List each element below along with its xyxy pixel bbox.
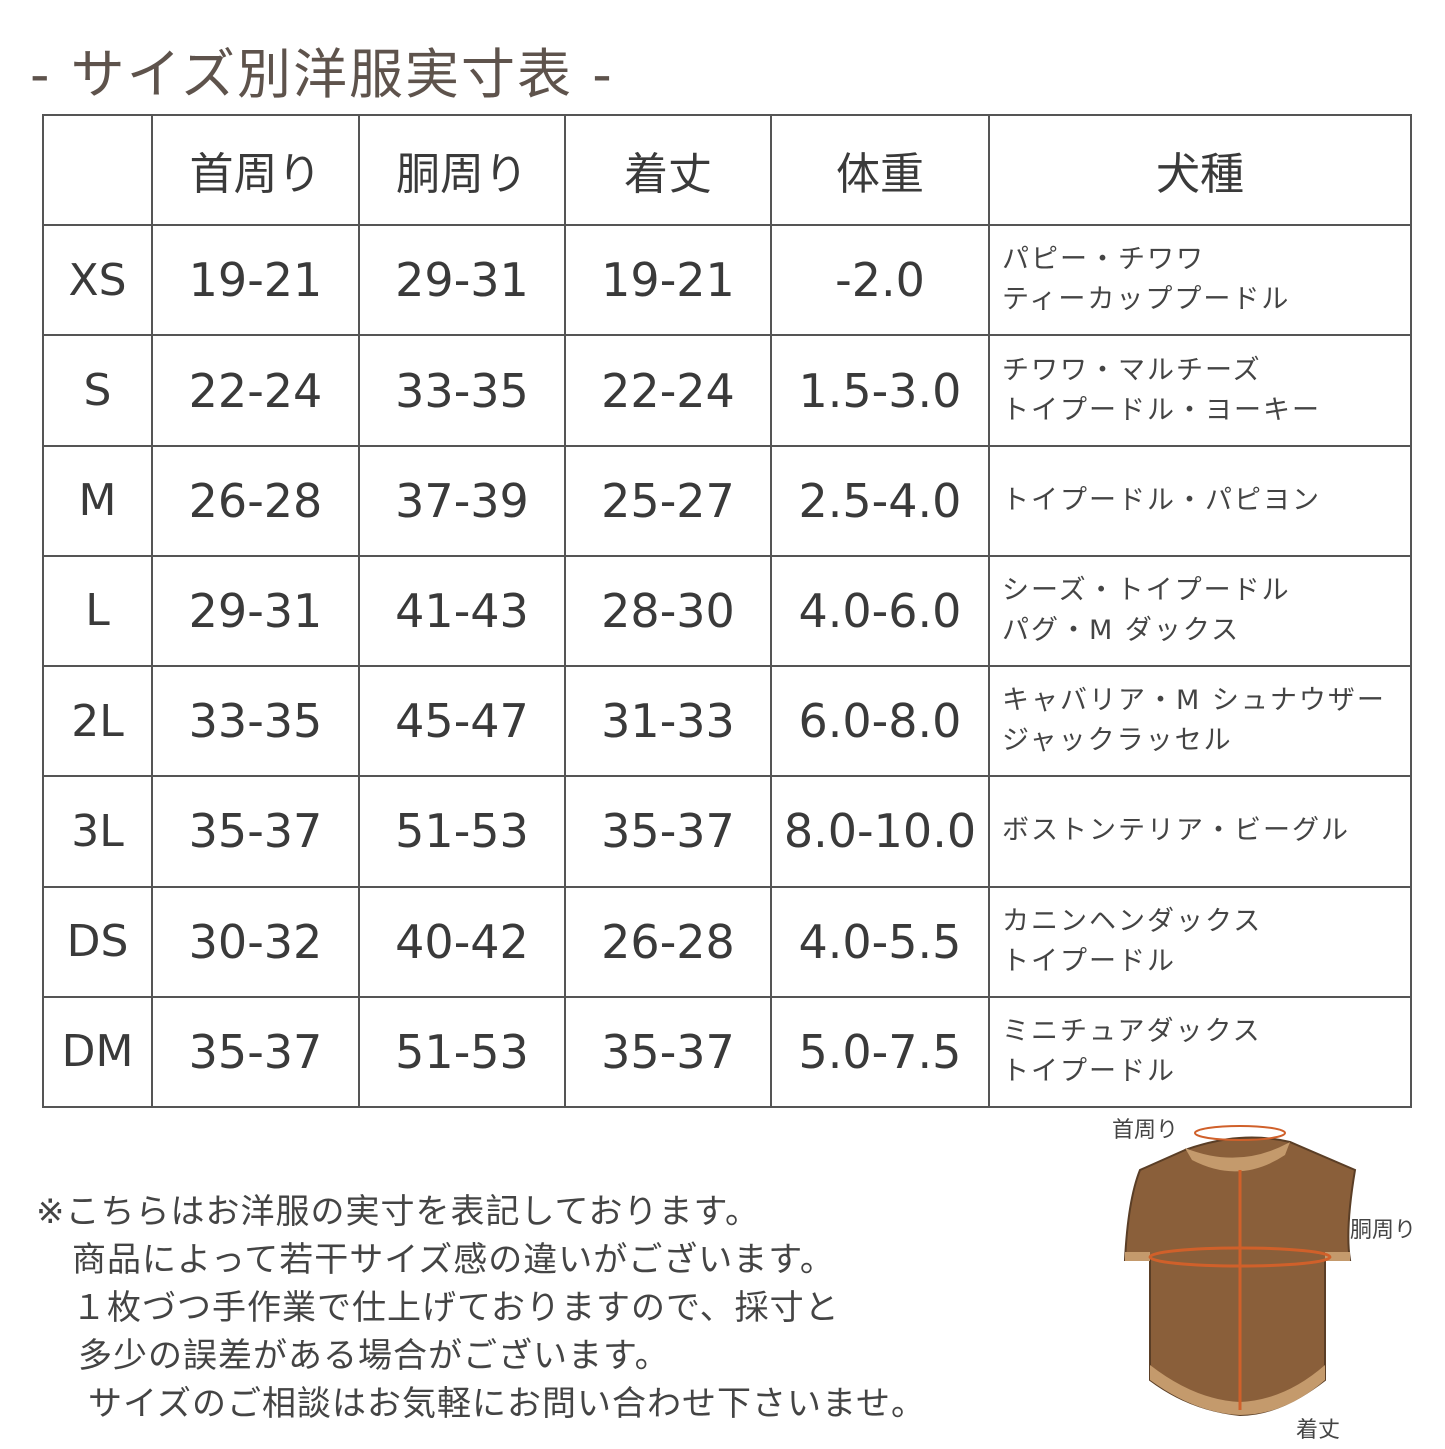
breed-cell: カニンヘンダックス トイプードル bbox=[988, 885, 1412, 998]
breed-line: ジャックラッセル bbox=[1002, 725, 1233, 757]
size-cell: M bbox=[42, 444, 153, 557]
neck-cell: 35-37 bbox=[151, 995, 360, 1109]
breed-cell: キャバリア・M シュナウザー ジャックラッセル bbox=[988, 665, 1412, 778]
breed-line: ミニチュアダックス bbox=[1002, 1015, 1262, 1047]
notes: ※こちらはお洋服の実寸を表記しております。 商品によって若干サイズ感の違いがござ… bbox=[36, 1188, 926, 1428]
breed-line: ティーカッププードル bbox=[1002, 284, 1291, 316]
table-row: S 22-24 33-35 22-24 1.5-3.0 チワワ・マルチーズ トイプードル・ヨ… bbox=[42, 334, 1412, 447]
breed-line: チワワ・マルチーズ bbox=[1002, 354, 1262, 386]
length-cell: 22-24 bbox=[564, 334, 772, 447]
size-cell: 2L bbox=[42, 665, 153, 778]
breed-cell: ボストンテリア・ビーグル bbox=[988, 775, 1412, 888]
chest-cell: 37-39 bbox=[358, 444, 566, 557]
breed-line: トイプードル bbox=[1002, 1055, 1176, 1087]
chest-cell: 33-35 bbox=[358, 334, 566, 447]
chest-cell: 45-47 bbox=[358, 665, 566, 778]
neck-cell: 35-37 bbox=[151, 775, 360, 888]
neck-cell: 33-35 bbox=[151, 665, 360, 778]
breed-line: カニンヘンダックス bbox=[1002, 905, 1263, 937]
page-title: - サイズ別洋服実寸表 - bbox=[30, 43, 614, 106]
table-row: XS 19-21 29-31 19-21 -2.0 パピー・チワワ ティーカッププードル bbox=[42, 224, 1412, 337]
breed-line: パグ・M ダックス bbox=[1002, 614, 1241, 646]
length-cell: 35-37 bbox=[564, 775, 772, 888]
neck-label: 首周り bbox=[1112, 1118, 1179, 1143]
neck-cell: 22-24 bbox=[151, 334, 360, 447]
shirt-measurement-diagram: 首周り 胴周り 着丈 bbox=[1100, 1110, 1445, 1445]
note-line: １枚づつ手作業で仕上げておりますので、採寸と bbox=[72, 1288, 840, 1328]
table-row: L 29-31 41-43 28-30 4.0-6.0 シーズ・トイプードル パグ・M ダッ… bbox=[42, 554, 1412, 668]
chest-cell: 29-31 bbox=[358, 224, 566, 337]
table-row: DM 35-37 51-53 35-37 5.0-7.5 ミニチュアダックス トイプードル bbox=[42, 995, 1412, 1109]
header-breed: 犬種 bbox=[988, 113, 1412, 227]
note-line: 多少の誤差がある場合がございます。 bbox=[78, 1336, 670, 1376]
table-row: 2L 33-35 45-47 31-33 6.0-8.0 キャバリア・M シュナウザー ジャ… bbox=[42, 665, 1412, 778]
neck-cell: 19-21 bbox=[151, 224, 360, 337]
weight-cell: 6.0-8.0 bbox=[770, 665, 990, 778]
header-neck: 首周り bbox=[151, 113, 360, 227]
length-cell: 19-21 bbox=[564, 224, 772, 337]
chest-cell: 51-53 bbox=[358, 775, 566, 888]
breed-line: パピー・チワワ bbox=[1002, 244, 1205, 276]
breed-line: キャバリア・M シュナウザー bbox=[1002, 685, 1386, 717]
breed-line: トイプードル bbox=[1002, 945, 1176, 977]
table-row: M 26-28 37-39 25-27 2.5-4.0 トイプードル・パピヨン bbox=[42, 444, 1412, 557]
size-cell: DM bbox=[42, 995, 153, 1109]
shirt-illustration bbox=[1123, 1125, 1357, 1417]
weight-cell: -2.0 bbox=[770, 224, 990, 337]
size-cell: DS bbox=[42, 885, 153, 998]
neck-cell: 26-28 bbox=[151, 444, 360, 557]
chest-cell: 51-53 bbox=[358, 995, 566, 1109]
size-cell: 3L bbox=[42, 775, 153, 888]
header-weight: 体重 bbox=[770, 113, 990, 227]
length-cell: 28-30 bbox=[564, 554, 772, 668]
chest-cell: 40-42 bbox=[358, 885, 566, 998]
weight-cell: 1.5-3.0 bbox=[770, 334, 990, 447]
weight-cell: 4.0-5.5 bbox=[770, 885, 990, 998]
size-chart-table: 首周り 胴周り 着丈 体重 犬種 XS 19-21 29-31 19-21 -2.0 パピ… bbox=[42, 113, 1412, 1109]
header-chest: 胴周り bbox=[358, 113, 566, 227]
table-row: DS 30-32 40-42 26-28 4.0-5.5 カニンヘンダックス トイプードル bbox=[42, 885, 1412, 998]
table-header-row: 首周り 胴周り 着丈 体重 犬種 bbox=[42, 113, 1412, 227]
table-row: 3L 35-37 51-53 35-37 8.0-10.0 ボストンテリア・ビーグル bbox=[42, 775, 1412, 888]
breed-line: トイプードル・パピヨン bbox=[1002, 484, 1321, 516]
length-label: 着丈 bbox=[1296, 1418, 1341, 1443]
note-line: 商品によって若干サイズ感の違いがございます。 bbox=[72, 1240, 835, 1280]
length-cell: 35-37 bbox=[564, 995, 772, 1109]
chest-cell: 41-43 bbox=[358, 554, 566, 668]
breed-line: トイプードル・ヨーキー bbox=[1002, 394, 1321, 426]
length-cell: 26-28 bbox=[564, 885, 772, 998]
note-line: ※こちらはお洋服の実寸を表記しております。 bbox=[36, 1192, 761, 1232]
breed-cell: チワワ・マルチーズトイプードル・ヨーキー bbox=[988, 334, 1412, 447]
header-size bbox=[42, 113, 153, 227]
neck-cell: 29-31 bbox=[151, 554, 360, 668]
weight-cell: 5.0-7.5 bbox=[770, 995, 990, 1109]
size-cell: S bbox=[42, 334, 153, 447]
header-length: 着丈 bbox=[564, 113, 772, 227]
breed-cell: ミニチュアダックス トイプードル bbox=[988, 995, 1412, 1109]
breed-cell: トイプードル・パピヨン bbox=[988, 444, 1412, 557]
length-cell: 25-27 bbox=[564, 444, 772, 557]
chest-label: 胴周り bbox=[1350, 1218, 1417, 1243]
size-cell: XS bbox=[42, 224, 153, 337]
breed-line: シーズ・トイプードル bbox=[1002, 574, 1291, 606]
breed-cell: シーズ・トイプードル パグ・M ダックス bbox=[988, 554, 1412, 668]
length-cell: 31-33 bbox=[564, 665, 772, 778]
weight-cell: 4.0-6.0 bbox=[770, 554, 990, 668]
size-cell: L bbox=[42, 554, 153, 668]
breed-line: ボストンテリア・ビーグル bbox=[1002, 815, 1350, 847]
breed-cell: パピー・チワワティーカッププードル bbox=[988, 224, 1412, 337]
note-line: サイズのご相談はお気軽にお問い合わせ下さいませ。 bbox=[88, 1384, 926, 1424]
weight-cell: 2.5-4.0 bbox=[770, 444, 990, 557]
neck-cell: 30-32 bbox=[151, 885, 360, 998]
weight-cell: 8.0-10.0 bbox=[770, 775, 990, 888]
